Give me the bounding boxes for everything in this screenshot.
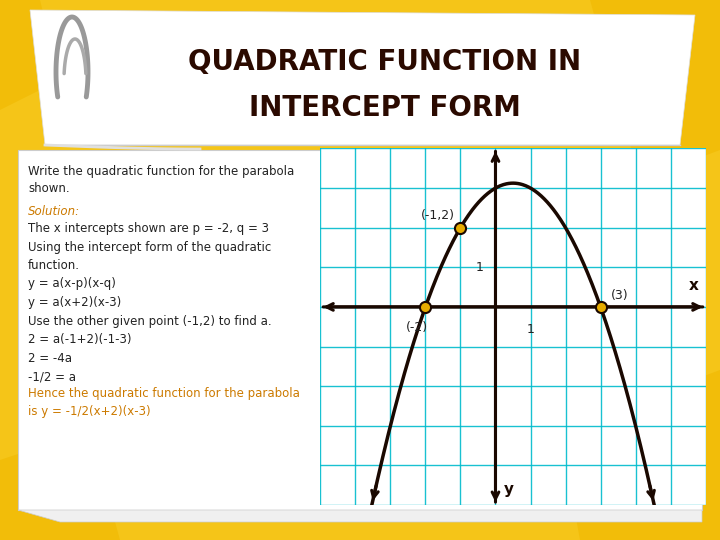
- Text: Write the quadratic function for the parabola: Write the quadratic function for the par…: [28, 165, 294, 178]
- Polygon shape: [560, 370, 720, 540]
- Text: 2 = a(-1+2)(-1-3): 2 = a(-1+2)(-1-3): [28, 333, 132, 346]
- Text: shown.: shown.: [28, 182, 70, 195]
- Text: 1: 1: [526, 323, 534, 336]
- Text: (-2): (-2): [405, 321, 428, 334]
- Polygon shape: [590, 0, 720, 180]
- Text: Solution:: Solution:: [28, 205, 80, 218]
- Text: y: y: [504, 482, 514, 497]
- Text: Using the intercept form of the quadratic: Using the intercept form of the quadrati…: [28, 240, 271, 253]
- Text: 1: 1: [475, 261, 483, 274]
- Text: is y = -1/2(x+2)(x-3): is y = -1/2(x+2)(x-3): [28, 405, 150, 418]
- Polygon shape: [0, 430, 120, 540]
- Text: (3): (3): [611, 288, 629, 301]
- Polygon shape: [0, 0, 60, 110]
- Text: -1/2 = a: -1/2 = a: [28, 370, 76, 383]
- Text: Use the other given point (-1,2) to find a.: Use the other given point (-1,2) to find…: [28, 314, 271, 327]
- Text: QUADRATIC FUNCTION IN: QUADRATIC FUNCTION IN: [189, 48, 582, 76]
- Text: 2 = -4a: 2 = -4a: [28, 352, 72, 365]
- Polygon shape: [30, 10, 695, 145]
- Text: function.: function.: [28, 259, 80, 272]
- Text: y = a(x+2)(x-3): y = a(x+2)(x-3): [28, 296, 121, 309]
- Text: Hence the quadratic function for the parabola: Hence the quadratic function for the par…: [28, 387, 300, 400]
- Text: INTERCEPT FORM: INTERCEPT FORM: [249, 94, 521, 122]
- Polygon shape: [18, 510, 702, 522]
- Text: x: x: [689, 278, 698, 293]
- Text: y = a(x-p)(x-q): y = a(x-p)(x-q): [28, 278, 116, 291]
- Text: (-1,2): (-1,2): [421, 209, 455, 222]
- Text: The x intercepts shown are p = -2, q = 3: The x intercepts shown are p = -2, q = 3: [28, 222, 269, 235]
- Polygon shape: [18, 150, 702, 510]
